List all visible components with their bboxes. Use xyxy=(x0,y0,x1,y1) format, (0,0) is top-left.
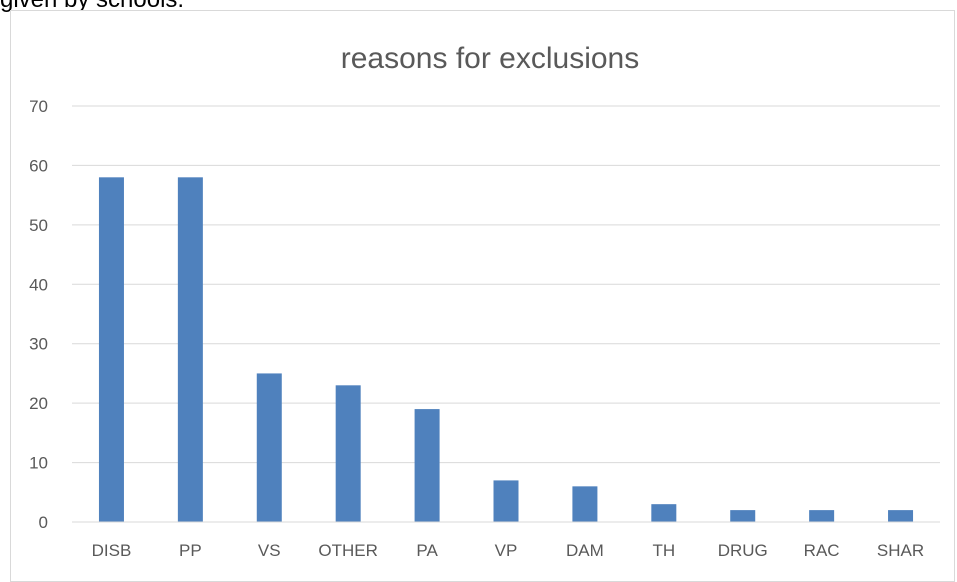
y-axis-ticks: 0 10 20 30 40 50 60 70 xyxy=(29,97,48,532)
x-tick-label: SHAR xyxy=(877,541,924,560)
x-tick-label: VP xyxy=(495,541,518,560)
x-tick-label: PA xyxy=(416,541,438,560)
x-axis-ticks: DISB PP VS OTHER PA VP DAM TH DRUG RAC SHAR xyxy=(92,541,925,560)
x-tick-label: PP xyxy=(179,541,202,560)
x-tick-label: VS xyxy=(258,541,281,560)
y-tick-label: 60 xyxy=(29,156,48,175)
x-tick-label: OTHER xyxy=(318,541,378,560)
chart-title: reasons for exclusions xyxy=(341,42,639,75)
bar-dam xyxy=(572,486,598,522)
bar-vs xyxy=(256,373,282,522)
bar-pp xyxy=(177,177,203,523)
x-tick-label: DRUG xyxy=(718,541,768,560)
bar-shar xyxy=(888,510,914,522)
bar-drug xyxy=(730,510,756,522)
y-tick-label: 0 xyxy=(39,513,48,532)
caption-fragment: given by schools. xyxy=(0,0,184,14)
bar-disb xyxy=(98,177,124,523)
bar-vp xyxy=(493,480,519,522)
bars xyxy=(98,177,914,523)
y-tick-label: 20 xyxy=(29,394,48,413)
x-tick-label: DAM xyxy=(566,541,604,560)
gridlines xyxy=(72,105,940,464)
y-tick-label: 10 xyxy=(29,454,48,473)
bar-rac xyxy=(809,510,835,522)
y-tick-label: 40 xyxy=(29,275,48,294)
x-tick-label: RAC xyxy=(804,541,840,560)
x-tick-label: TH xyxy=(652,541,675,560)
chart-area xyxy=(10,10,955,582)
y-tick-label: 70 xyxy=(29,97,48,116)
x-tick-label: DISB xyxy=(92,541,132,560)
y-tick-label: 30 xyxy=(29,335,48,354)
bar-th xyxy=(651,504,677,522)
bar-other xyxy=(335,385,361,522)
y-tick-label: 50 xyxy=(29,216,48,235)
bar-pa xyxy=(414,409,440,522)
